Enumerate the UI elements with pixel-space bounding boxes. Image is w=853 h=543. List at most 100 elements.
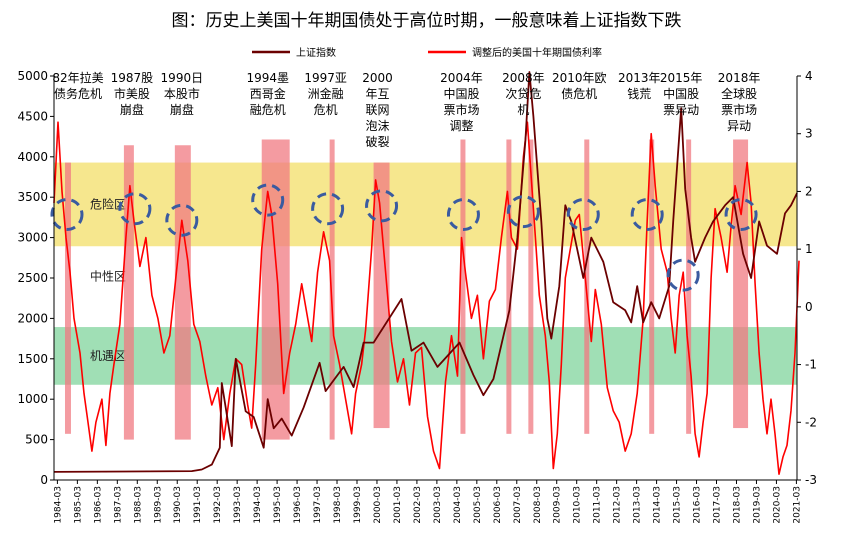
x-tick-label: 2009-03 [553,486,563,524]
highlight-circle [165,203,199,237]
highlight-circle [311,192,345,226]
x-tick-label: 1993-03 [233,486,243,524]
highlight-bar [733,139,749,429]
x-tick-label: 2015-03 [673,486,683,524]
x-tick-label: 1989-03 [153,486,163,524]
annotation-label: 82年拉美 [52,70,103,85]
annotation-label: 2008年 [502,71,545,85]
x-tick-label: 2021-03 [792,486,802,524]
axes-layer: 0 500 1000 1500 2000 2500 3000 3500 4000 4500 5000… [17,69,817,524]
highlight-bar [373,162,390,429]
annotation-label: 中国股 [443,86,479,101]
annotation-label: 破裂 [366,134,390,149]
left-tick-label: 3000 [17,231,48,245]
x-tick-label: 2019-03 [752,486,762,524]
left-tick-label: 4500 [17,109,48,123]
x-tick-label: 2000-03 [373,486,383,524]
annotation-label: 西哥金 [250,86,286,101]
right-tick-label: 3 [805,127,813,141]
annotation-label: 债危机 [561,87,597,101]
annotation-label: 2018年 [718,71,761,85]
zone-band [54,162,797,247]
x-tick-label: 1987-03 [113,486,123,524]
highlight-circles-layer [50,183,758,292]
x-tick-label: 2016-03 [693,486,703,524]
x-tick-label: 2008-03 [533,486,543,524]
annotation-label: 2000 [362,71,393,85]
right-tick-label: 1 [805,242,813,256]
annotation-label: 中国股 [663,86,699,101]
series-line-us10y [53,121,800,475]
highlight-circle [630,198,664,232]
x-tick-label: 2017-03 [713,486,723,524]
x-tick-label: 2014-03 [653,486,663,524]
highlight-circle [506,195,540,229]
x-tick-label: 1986-03 [93,486,103,524]
annotation-label: 2010年欧 [552,71,607,85]
x-tick-label: 1990-03 [173,486,183,524]
highlight-bar [460,139,466,434]
annotation-label: 全球股 [721,86,757,101]
highlight-bar [174,145,191,440]
annotation-label: 钱荒 [627,86,651,101]
annotation-label: 1997亚 [304,71,347,85]
right-tick-label: 4 [805,69,813,83]
left-tick-label: 5000 [17,69,48,83]
zone-label: 中性区 [90,269,126,284]
highlight-bar [649,139,655,434]
right-tick-label: 2 [805,184,813,198]
zone-band [54,327,797,385]
x-tick-label: 1996-03 [293,486,303,524]
right-tick-label: 0 [805,300,813,314]
annotation-label: 2013年 [618,71,661,85]
annotation-label: 票异动 [663,103,699,117]
x-tick-label: 2007-03 [513,486,523,524]
highlight-circle [666,258,700,292]
x-tick-label: 2011-03 [593,486,603,524]
annotation-label: 年互 [366,87,390,101]
x-tick-label: 2006-03 [493,486,503,524]
legend: 上证指数 调整后的美国十年期国债利率 [252,46,602,59]
highlight-bar [506,139,512,434]
highlight-bars-layer [64,139,749,440]
annotation-label: 崩盘 [120,102,144,117]
annotation-label: 危机 [314,103,338,117]
zone-label: 危险区 [90,196,126,211]
x-tick-label: 1999-03 [353,486,363,524]
x-tick-label: 2003-03 [433,486,443,524]
annotation-label: 本股市 [164,86,200,101]
highlight-circle [365,189,399,223]
x-tick-label: 2010-03 [573,486,583,524]
annotation-label: 债务危机 [54,86,102,101]
highlight-circle [118,192,152,226]
series-lines-layer [53,71,800,475]
left-tick-label: 2000 [17,311,48,325]
annotation-label: 1994墨 [246,71,289,85]
annotation-label: 机 [517,103,529,117]
x-tick-label: 1997-03 [313,486,323,524]
right-tick-label: -3 [805,473,817,487]
highlight-circle [566,198,600,232]
annotation-label: 票市场 [443,102,479,117]
x-tick-label: 1984-03 [53,486,63,524]
x-tick-label: 2002-03 [413,486,423,524]
highlight-circle [724,198,758,232]
x-tick-label: 1995-03 [273,486,283,524]
annotation-label: 融危机 [250,103,286,117]
left-tick-label: 4000 [17,150,48,164]
annotation-label: 崩盘 [170,102,194,117]
annotation-label: 2015年 [660,71,703,85]
annotation-label: 票市场 [721,102,757,117]
highlight-bar [686,139,692,434]
x-tick-label: 1992-03 [213,486,223,524]
highlight-bar [528,139,534,434]
highlight-bar [64,162,71,434]
left-tick-label: 1500 [17,352,48,366]
annotation-label: 次贷危 [505,87,541,101]
left-tick-label: 500 [25,433,48,447]
x-tick-label: 2020-03 [772,486,782,524]
legend-label: 调整后的美国十年期国债利率 [472,46,602,59]
x-tick-label: 1988-03 [133,486,143,524]
left-tick-label: 3500 [17,190,48,204]
